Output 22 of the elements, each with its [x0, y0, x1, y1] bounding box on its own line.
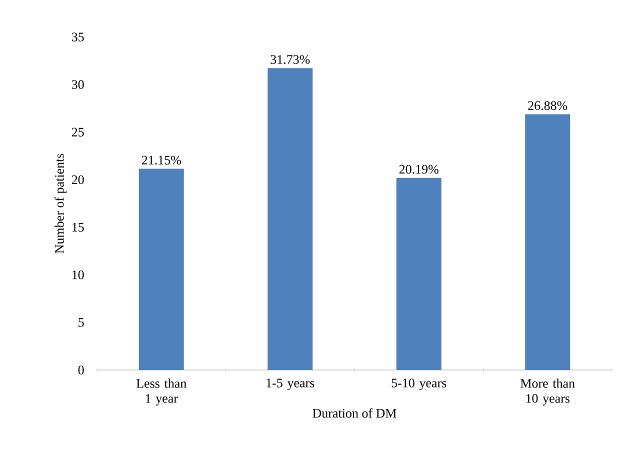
y-tick-label: 5 — [78, 318, 84, 327]
data-label: 21.15% — [142, 156, 181, 165]
y-tick-label: 15 — [72, 222, 84, 232]
y-tick-label: 0 — [78, 366, 84, 374]
x-axis-title: Duration of DM — [312, 408, 396, 418]
y-axis-title: Number of patients — [54, 154, 66, 254]
data-label: 20.19% — [399, 164, 438, 174]
x-tick-label: Less than 1 year — [136, 378, 186, 406]
x-tick-label: 1-5 years — [266, 378, 314, 390]
data-label: 31.73% — [270, 55, 310, 64]
y-tick-label: 20 — [72, 175, 84, 184]
y-tick-label: 35 — [72, 32, 84, 42]
x-tick-label: 5-10 years — [392, 378, 446, 390]
x-tick-label: More than 10 years — [520, 378, 575, 406]
bar — [138, 168, 184, 370]
data-label: 26.88% — [528, 101, 568, 110]
bar — [396, 178, 442, 370]
bar — [268, 68, 313, 370]
y-tick-label: 25 — [72, 128, 84, 137]
y-tick-label: 10 — [72, 270, 84, 280]
bar — [525, 114, 570, 370]
y-tick-label: 30 — [72, 80, 84, 89]
